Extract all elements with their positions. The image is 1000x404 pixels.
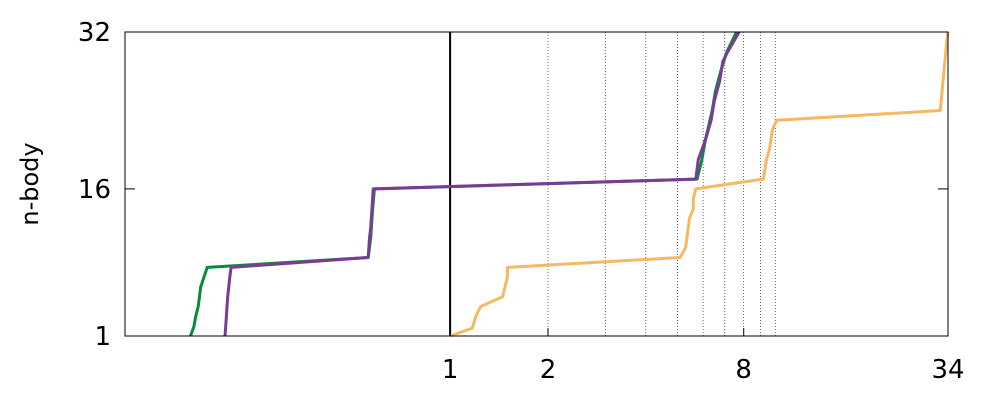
y-tick-label: 16 xyxy=(78,175,111,205)
vertical-gridlines xyxy=(449,32,776,336)
series-line-1 xyxy=(189,31,738,337)
series-lines xyxy=(189,31,950,338)
series-line-2 xyxy=(223,31,741,337)
x-tick-label: 8 xyxy=(735,355,752,385)
series-line-3 xyxy=(449,31,950,338)
axis-ticks: 1 2 8 34 1 16 32 xyxy=(78,18,965,385)
x-tick-label: 34 xyxy=(931,355,964,385)
y-axis-title: n-body xyxy=(16,142,44,225)
y-tick-label: 1 xyxy=(94,322,111,352)
y-tick-label: 32 xyxy=(78,18,111,48)
x-tick-label: 1 xyxy=(442,355,459,385)
plot-frame xyxy=(124,31,949,337)
x-tick-label: 2 xyxy=(540,355,557,385)
